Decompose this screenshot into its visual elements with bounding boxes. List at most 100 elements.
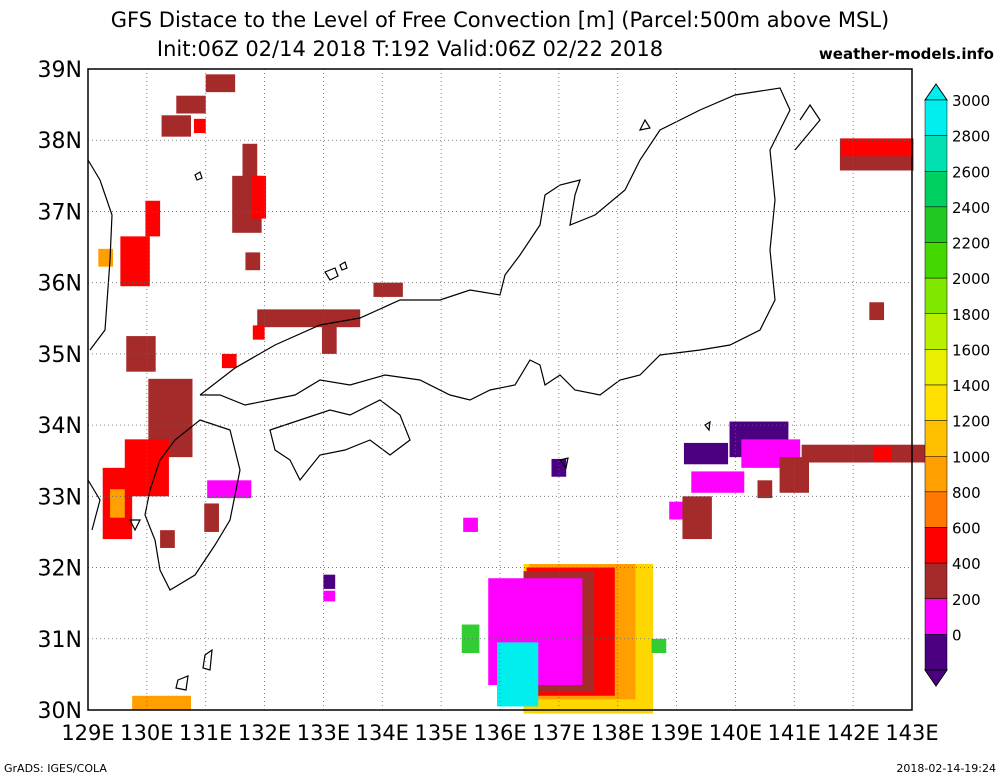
colorbar-label: 1200 bbox=[952, 413, 990, 431]
map-title: GFS Distace to the Level of Free Convect… bbox=[110, 8, 890, 32]
colorbar-swatch bbox=[924, 598, 948, 635]
colorbar-swatch bbox=[924, 634, 948, 671]
lfc-cell bbox=[757, 480, 773, 499]
lon-label: 141E bbox=[768, 721, 821, 745]
lat-label: 36N bbox=[38, 272, 82, 297]
lon-label: 134E bbox=[356, 721, 409, 745]
lfc-cell bbox=[869, 302, 885, 321]
lat-label: 34N bbox=[38, 414, 82, 439]
lfc-cell bbox=[176, 95, 206, 114]
lfc-shading bbox=[98, 74, 935, 714]
lfc-cell bbox=[161, 115, 191, 137]
colorbar-label: 0 bbox=[952, 626, 962, 644]
footer-credit: GrADS: IGES/COLA bbox=[4, 762, 107, 775]
colorbar-swatch bbox=[924, 491, 948, 528]
colorbar-label: 2000 bbox=[952, 270, 990, 288]
map-subtitle: Init:06Z 02/14 2018 T:192 Valid:06Z 02/2… bbox=[156, 37, 664, 61]
lfc-cell bbox=[323, 574, 336, 589]
lon-label: 138E bbox=[591, 721, 644, 745]
colorbar-swatch bbox=[924, 456, 948, 493]
lon-label: 136E bbox=[473, 721, 526, 745]
lfc-cell bbox=[252, 325, 265, 340]
colorbar-label: 2400 bbox=[952, 199, 990, 217]
lfc-cell bbox=[682, 496, 712, 540]
colorbar-max-arrow bbox=[924, 83, 948, 101]
colorbar-swatch bbox=[924, 420, 948, 457]
site-credit[interactable]: weather-models.info bbox=[818, 45, 994, 63]
colorbar-label: 1400 bbox=[952, 377, 990, 395]
lon-label: 130E bbox=[120, 721, 173, 745]
lon-label: 143E bbox=[885, 721, 938, 745]
lon-label: 142E bbox=[826, 721, 879, 745]
lon-label: 139E bbox=[650, 721, 703, 745]
colorbar-swatch bbox=[924, 99, 948, 136]
colorbar-label: 2800 bbox=[952, 128, 990, 146]
lat-label: 37N bbox=[38, 200, 82, 225]
lfc-cell bbox=[257, 309, 361, 328]
lfc-cell bbox=[120, 236, 150, 287]
lfc-cell bbox=[132, 695, 191, 710]
lat-label: 32N bbox=[38, 557, 82, 582]
lat-label: 31N bbox=[38, 628, 82, 653]
colorbar-swatch bbox=[924, 349, 948, 386]
colorbar-swatch bbox=[924, 313, 948, 350]
lfc-cell bbox=[691, 471, 745, 493]
lfc-cell bbox=[779, 457, 809, 493]
lon-label: 131E bbox=[179, 721, 232, 745]
colorbar-swatch bbox=[924, 206, 948, 243]
colorbar-min-arrow bbox=[924, 669, 948, 687]
lat-lon-grid bbox=[88, 69, 912, 710]
lfc-cell bbox=[204, 503, 219, 532]
colorbar-swatch bbox=[924, 527, 948, 564]
colorbar-label: 800 bbox=[952, 484, 981, 502]
lfc-cell bbox=[245, 252, 261, 271]
lfc-cell bbox=[323, 590, 336, 602]
lfc-cell bbox=[651, 638, 667, 654]
lat-label: 38N bbox=[38, 129, 82, 154]
lon-label: 137E bbox=[532, 721, 585, 745]
lat-label: 33N bbox=[38, 485, 82, 510]
colorbar-label: 1800 bbox=[952, 306, 990, 324]
lfc-cell bbox=[321, 311, 337, 354]
lfc-cell bbox=[205, 74, 236, 93]
lfc-cell bbox=[841, 138, 912, 157]
colorbar-label: 600 bbox=[952, 520, 981, 538]
colorbar-swatch bbox=[924, 135, 948, 172]
colorbar-label: 200 bbox=[952, 591, 981, 609]
colorbar-swatch bbox=[924, 171, 948, 208]
lon-label: 133E bbox=[297, 721, 350, 745]
lfc-cell bbox=[207, 480, 252, 499]
lfc-cell bbox=[461, 624, 480, 654]
lfc-cell bbox=[497, 642, 539, 707]
lfc-cell bbox=[110, 489, 125, 518]
lat-label: 30N bbox=[38, 699, 82, 724]
lfc-cell bbox=[160, 530, 175, 548]
longitude-labels: 129E 130E 131E 132E 133E 134E 135E 136E 137E 138E… bbox=[61, 721, 938, 745]
colorbar-swatch bbox=[924, 277, 948, 314]
colorbar-label: 2200 bbox=[952, 235, 990, 253]
map-frame bbox=[87, 68, 913, 711]
colorbar: 3000280026002400220020001800160014001200… bbox=[924, 83, 990, 687]
colorbar-swatch bbox=[924, 562, 948, 599]
lfc-cell bbox=[463, 517, 478, 532]
coastlines bbox=[87, 87, 821, 691]
lfc-cell bbox=[251, 175, 267, 219]
lon-label: 140E bbox=[709, 721, 762, 745]
colorbar-label: 1600 bbox=[952, 341, 990, 359]
lat-label: 35N bbox=[38, 343, 82, 368]
colorbar-swatch bbox=[924, 384, 948, 421]
lfc-cell bbox=[873, 446, 892, 461]
colorbar-label: 400 bbox=[952, 555, 981, 573]
lon-label: 132E bbox=[238, 721, 291, 745]
lfc-cell bbox=[669, 501, 684, 520]
lfc-cell bbox=[242, 143, 258, 180]
colorbar-label: 3000 bbox=[952, 92, 990, 110]
lon-label: 135E bbox=[414, 721, 467, 745]
colorbar-swatch bbox=[924, 242, 948, 279]
lon-label: 129E bbox=[61, 721, 114, 745]
lfc-cell bbox=[683, 442, 729, 465]
lfc-cell bbox=[193, 118, 206, 134]
lfc-cell bbox=[373, 282, 403, 297]
footer-timestamp: 2018-02-14-19:24 bbox=[896, 762, 996, 775]
